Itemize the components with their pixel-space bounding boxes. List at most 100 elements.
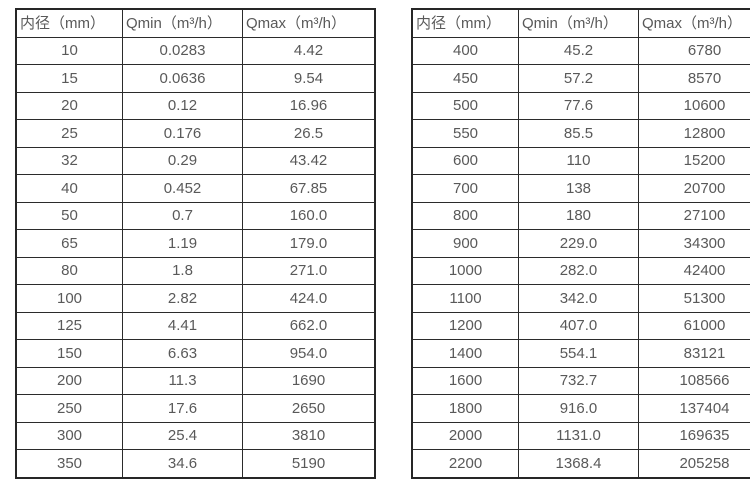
table-cell: 67.85 xyxy=(242,174,376,203)
header-row: 内径（mm） Qmin（m³/h） Qmax（m³/h） xyxy=(15,8,376,38)
table-cell: 108566 xyxy=(638,366,750,395)
table-cell: 0.29 xyxy=(122,146,243,175)
table-cell: 342.0 xyxy=(518,284,639,313)
table-cell: 57.2 xyxy=(518,64,639,93)
table-cell: 1690 xyxy=(242,366,376,395)
table-cell: 51300 xyxy=(638,284,750,313)
table-row: 10 0.0283 4.42 xyxy=(15,36,376,65)
table-cell: 700 xyxy=(411,174,519,203)
table-cell: 271.0 xyxy=(242,256,376,285)
table-cell: 1200 xyxy=(411,311,519,340)
table-row: 25 0.176 26.5 xyxy=(15,119,376,148)
table-cell: 550 xyxy=(411,119,519,148)
table-cell: 40 xyxy=(15,174,123,203)
table-cell: 138 xyxy=(518,174,639,203)
table-row: 600 110 15200 xyxy=(411,146,750,175)
table-cell: 250 xyxy=(15,394,123,423)
table-cell: 180 xyxy=(518,201,639,230)
table-row: 15 0.0636 9.54 xyxy=(15,64,376,93)
table-row: 80 1.8 271.0 xyxy=(15,256,376,285)
table-cell: 300 xyxy=(15,421,123,450)
table-cell: 4.42 xyxy=(242,36,376,65)
table-row: 450 57.2 8570 xyxy=(411,64,750,93)
table-row: 65 1.19 179.0 xyxy=(15,229,376,258)
table-row: 700 138 20700 xyxy=(411,174,750,203)
table-row: 1600 732.7 108566 xyxy=(411,366,750,395)
table-cell: 10600 xyxy=(638,91,750,120)
table-row: 800 180 27100 xyxy=(411,201,750,230)
table-cell: 3810 xyxy=(242,421,376,450)
table-cell: 45.2 xyxy=(518,36,639,65)
table-cell: 16.96 xyxy=(242,91,376,120)
table-cell: 0.12 xyxy=(122,91,243,120)
table-cell: 11.3 xyxy=(122,366,243,395)
table-cell: 662.0 xyxy=(242,311,376,340)
table-cell: 1000 xyxy=(411,256,519,285)
table-cell: 0.7 xyxy=(122,201,243,230)
table-cell: 450 xyxy=(411,64,519,93)
table-row: 40 0.452 67.85 xyxy=(15,174,376,203)
table-row: 125 4.41 662.0 xyxy=(15,311,376,340)
table-cell: 25 xyxy=(15,119,123,148)
table-row: 250 17.6 2650 xyxy=(15,394,376,423)
table-cell: 43.42 xyxy=(242,146,376,175)
table-cell: 1.8 xyxy=(122,256,243,285)
table-cell: 83121 xyxy=(638,339,750,368)
table-cell: 1.19 xyxy=(122,229,243,258)
table-row: 350 34.6 5190 xyxy=(15,449,376,478)
table-cell: 80 xyxy=(15,256,123,285)
table-cell: 0.176 xyxy=(122,119,243,148)
table-cell: 5190 xyxy=(242,449,376,478)
table-cell: 42400 xyxy=(638,256,750,285)
table-cell: 500 xyxy=(411,91,519,120)
table-cell: 6780 xyxy=(638,36,750,65)
table-cell: 20 xyxy=(15,91,123,120)
table-cell: 25.4 xyxy=(122,421,243,450)
table-cell: 150 xyxy=(15,339,123,368)
table-cell: 1131.0 xyxy=(518,421,639,450)
table-cell: 169635 xyxy=(638,421,750,450)
table-cell: 6.63 xyxy=(122,339,243,368)
table-cell: 27100 xyxy=(638,201,750,230)
table-cell: 424.0 xyxy=(242,284,376,313)
column-header: Qmin（m³/h） xyxy=(122,8,243,38)
column-header: Qmin（m³/h） xyxy=(518,8,639,38)
table-row: 1000 282.0 42400 xyxy=(411,256,750,285)
column-header: Qmax（m³/h） xyxy=(242,8,376,38)
table-cell: 61000 xyxy=(638,311,750,340)
table-row: 1800 916.0 137404 xyxy=(411,394,750,423)
table-row: 2200 1368.4 205258 xyxy=(411,449,750,478)
flow-spec-table-large-diameters: 内径（mm） Qmin（m³/h） Qmax（m³/h） 400 45.2 6780 450… xyxy=(411,8,750,479)
table-cell: 954.0 xyxy=(242,339,376,368)
table-cell: 34300 xyxy=(638,229,750,258)
table-cell: 160.0 xyxy=(242,201,376,230)
table-cell: 17.6 xyxy=(122,394,243,423)
table-cell: 600 xyxy=(411,146,519,175)
table-cell: 50 xyxy=(15,201,123,230)
table-cell: 0.0636 xyxy=(122,64,243,93)
table-cell: 1600 xyxy=(411,366,519,395)
table-row: 900 229.0 34300 xyxy=(411,229,750,258)
table-cell: 2000 xyxy=(411,421,519,450)
table-row: 300 25.4 3810 xyxy=(15,421,376,450)
table-cell: 916.0 xyxy=(518,394,639,423)
table-cell: 65 xyxy=(15,229,123,258)
table-cell: 12800 xyxy=(638,119,750,148)
table-cell: 34.6 xyxy=(122,449,243,478)
table-cell: 179.0 xyxy=(242,229,376,258)
table-cell: 0.452 xyxy=(122,174,243,203)
table-row: 1400 554.1 83121 xyxy=(411,339,750,368)
table-cell: 2200 xyxy=(411,449,519,478)
table-cell: 900 xyxy=(411,229,519,258)
table-cell: 282.0 xyxy=(518,256,639,285)
table-row: 50 0.7 160.0 xyxy=(15,201,376,230)
table-cell: 229.0 xyxy=(518,229,639,258)
table-cell: 9.54 xyxy=(242,64,376,93)
table-row: 2000 1131.0 169635 xyxy=(411,421,750,450)
header-row: 内径（mm） Qmin（m³/h） Qmax（m³/h） xyxy=(411,8,750,38)
table-cell: 1400 xyxy=(411,339,519,368)
column-header: Qmax（m³/h） xyxy=(638,8,750,38)
table-cell: 205258 xyxy=(638,449,750,478)
table-cell: 1100 xyxy=(411,284,519,313)
